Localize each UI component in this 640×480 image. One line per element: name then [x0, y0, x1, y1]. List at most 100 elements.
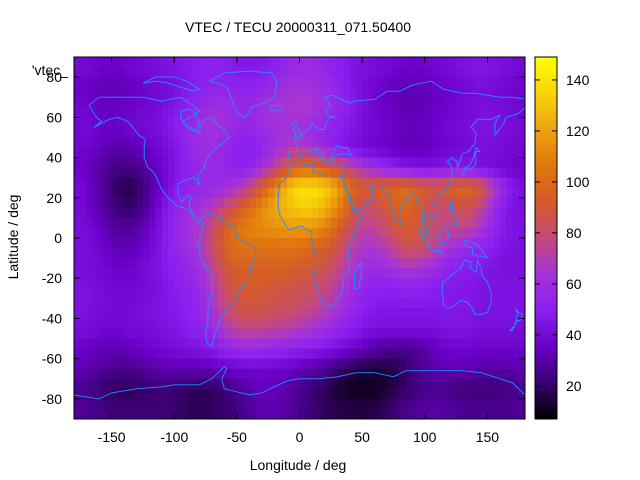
heatmap-cell — [80, 338, 87, 350]
heatmap-cell — [405, 258, 413, 269]
heatmap-cell — [80, 258, 87, 269]
heatmap-cell — [174, 147, 181, 158]
heatmap-cell — [305, 147, 313, 158]
heatmap-cell — [449, 107, 457, 118]
heatmap-cell — [418, 368, 426, 380]
heatmap-cell — [224, 348, 231, 360]
heatmap-cell — [261, 137, 269, 148]
heatmap-cell — [274, 137, 282, 148]
heatmap-cell — [136, 238, 144, 249]
heatmap-cell — [355, 117, 363, 128]
heatmap-cell — [418, 408, 426, 420]
heatmap-cell — [324, 67, 332, 78]
heatmap-cell — [468, 318, 476, 329]
heatmap-cell — [130, 127, 138, 138]
heatmap-cell — [136, 117, 144, 128]
heatmap-cell — [349, 308, 357, 319]
heatmap-cell — [499, 87, 507, 98]
heatmap-cell — [136, 177, 144, 189]
heatmap-cell — [86, 258, 94, 269]
heatmap-cell — [92, 298, 100, 309]
heatmap-cell — [299, 197, 307, 209]
heatmap-cell — [312, 167, 319, 179]
heatmap-cell — [80, 207, 87, 219]
heatmap-cell — [236, 107, 244, 118]
heatmap-cell — [431, 238, 438, 249]
heatmap-cell — [418, 388, 426, 400]
heatmap-cell — [280, 137, 288, 148]
heatmap-cell — [493, 358, 501, 370]
heatmap-cell — [117, 197, 125, 209]
heatmap-cell — [211, 398, 219, 410]
heatmap-cell — [86, 227, 94, 239]
heatmap-cell — [462, 368, 470, 380]
heatmap-cell — [324, 338, 332, 350]
heatmap-cell — [380, 77, 388, 88]
heatmap-cell — [211, 248, 219, 259]
heatmap-cell — [474, 107, 482, 118]
heatmap-cell — [236, 348, 244, 360]
heatmap-cell — [424, 388, 432, 400]
heatmap-cell — [312, 87, 319, 98]
heatmap-cell — [99, 288, 106, 299]
heatmap-cell — [362, 107, 369, 118]
heatmap-cell — [92, 157, 100, 169]
heatmap-cell — [337, 278, 344, 289]
y-tick-label: -60 — [42, 351, 62, 367]
heatmap-cell — [186, 268, 194, 279]
heatmap-cell — [111, 77, 119, 88]
heatmap-cell — [481, 127, 488, 138]
heatmap-cell — [399, 328, 407, 339]
heatmap-cell — [318, 177, 325, 189]
heatmap-cell — [149, 368, 156, 380]
heatmap-cell — [368, 298, 376, 309]
heatmap-cell — [474, 167, 482, 179]
heatmap-cell — [431, 217, 438, 229]
heatmap-cell — [255, 288, 263, 299]
heatmap-cell — [243, 268, 250, 279]
heatmap-cell — [124, 388, 131, 400]
heatmap-cell — [443, 268, 451, 279]
heatmap-cell — [174, 107, 181, 118]
heatmap-cell — [431, 358, 438, 370]
heatmap-cell — [468, 408, 476, 420]
heatmap-cell — [161, 197, 169, 209]
heatmap-cell — [286, 87, 294, 98]
heatmap-cell — [312, 328, 319, 339]
heatmap-cell — [493, 298, 501, 309]
heatmap-cell — [368, 318, 376, 329]
heatmap-cell — [155, 77, 163, 88]
heatmap-cell — [124, 187, 131, 199]
heatmap-cell — [111, 87, 119, 98]
heatmap-cell — [280, 167, 288, 179]
heatmap-cell — [518, 107, 526, 118]
heatmap-cell — [399, 258, 407, 269]
heatmap-cell — [318, 408, 325, 420]
heatmap-cell — [92, 217, 100, 229]
heatmap-cell — [261, 238, 269, 249]
heatmap-cell — [230, 127, 238, 138]
heatmap-cell — [312, 197, 319, 209]
heatmap-cell — [205, 378, 213, 390]
heatmap-cell — [117, 97, 125, 108]
heatmap-cell — [305, 227, 313, 239]
heatmap-cell — [99, 408, 106, 420]
heatmap-cell — [493, 97, 501, 108]
heatmap-cell — [193, 338, 200, 350]
heatmap-cell — [218, 127, 225, 138]
heatmap-cell — [86, 308, 94, 319]
heatmap-cell — [99, 378, 106, 390]
heatmap-cell — [167, 57, 175, 68]
coastline — [269, 104, 283, 112]
heatmap-cell — [330, 217, 338, 229]
heatmap-cell — [224, 298, 231, 309]
heatmap-cell — [418, 147, 426, 158]
heatmap-cell — [92, 248, 100, 259]
heatmap-cell — [449, 348, 457, 360]
heatmap-cell — [368, 288, 376, 299]
heatmap-cell — [193, 258, 200, 269]
heatmap-cell — [374, 398, 382, 410]
heatmap-cell — [499, 368, 507, 380]
heatmap-cell — [293, 398, 300, 410]
heatmap-cell — [437, 157, 444, 169]
